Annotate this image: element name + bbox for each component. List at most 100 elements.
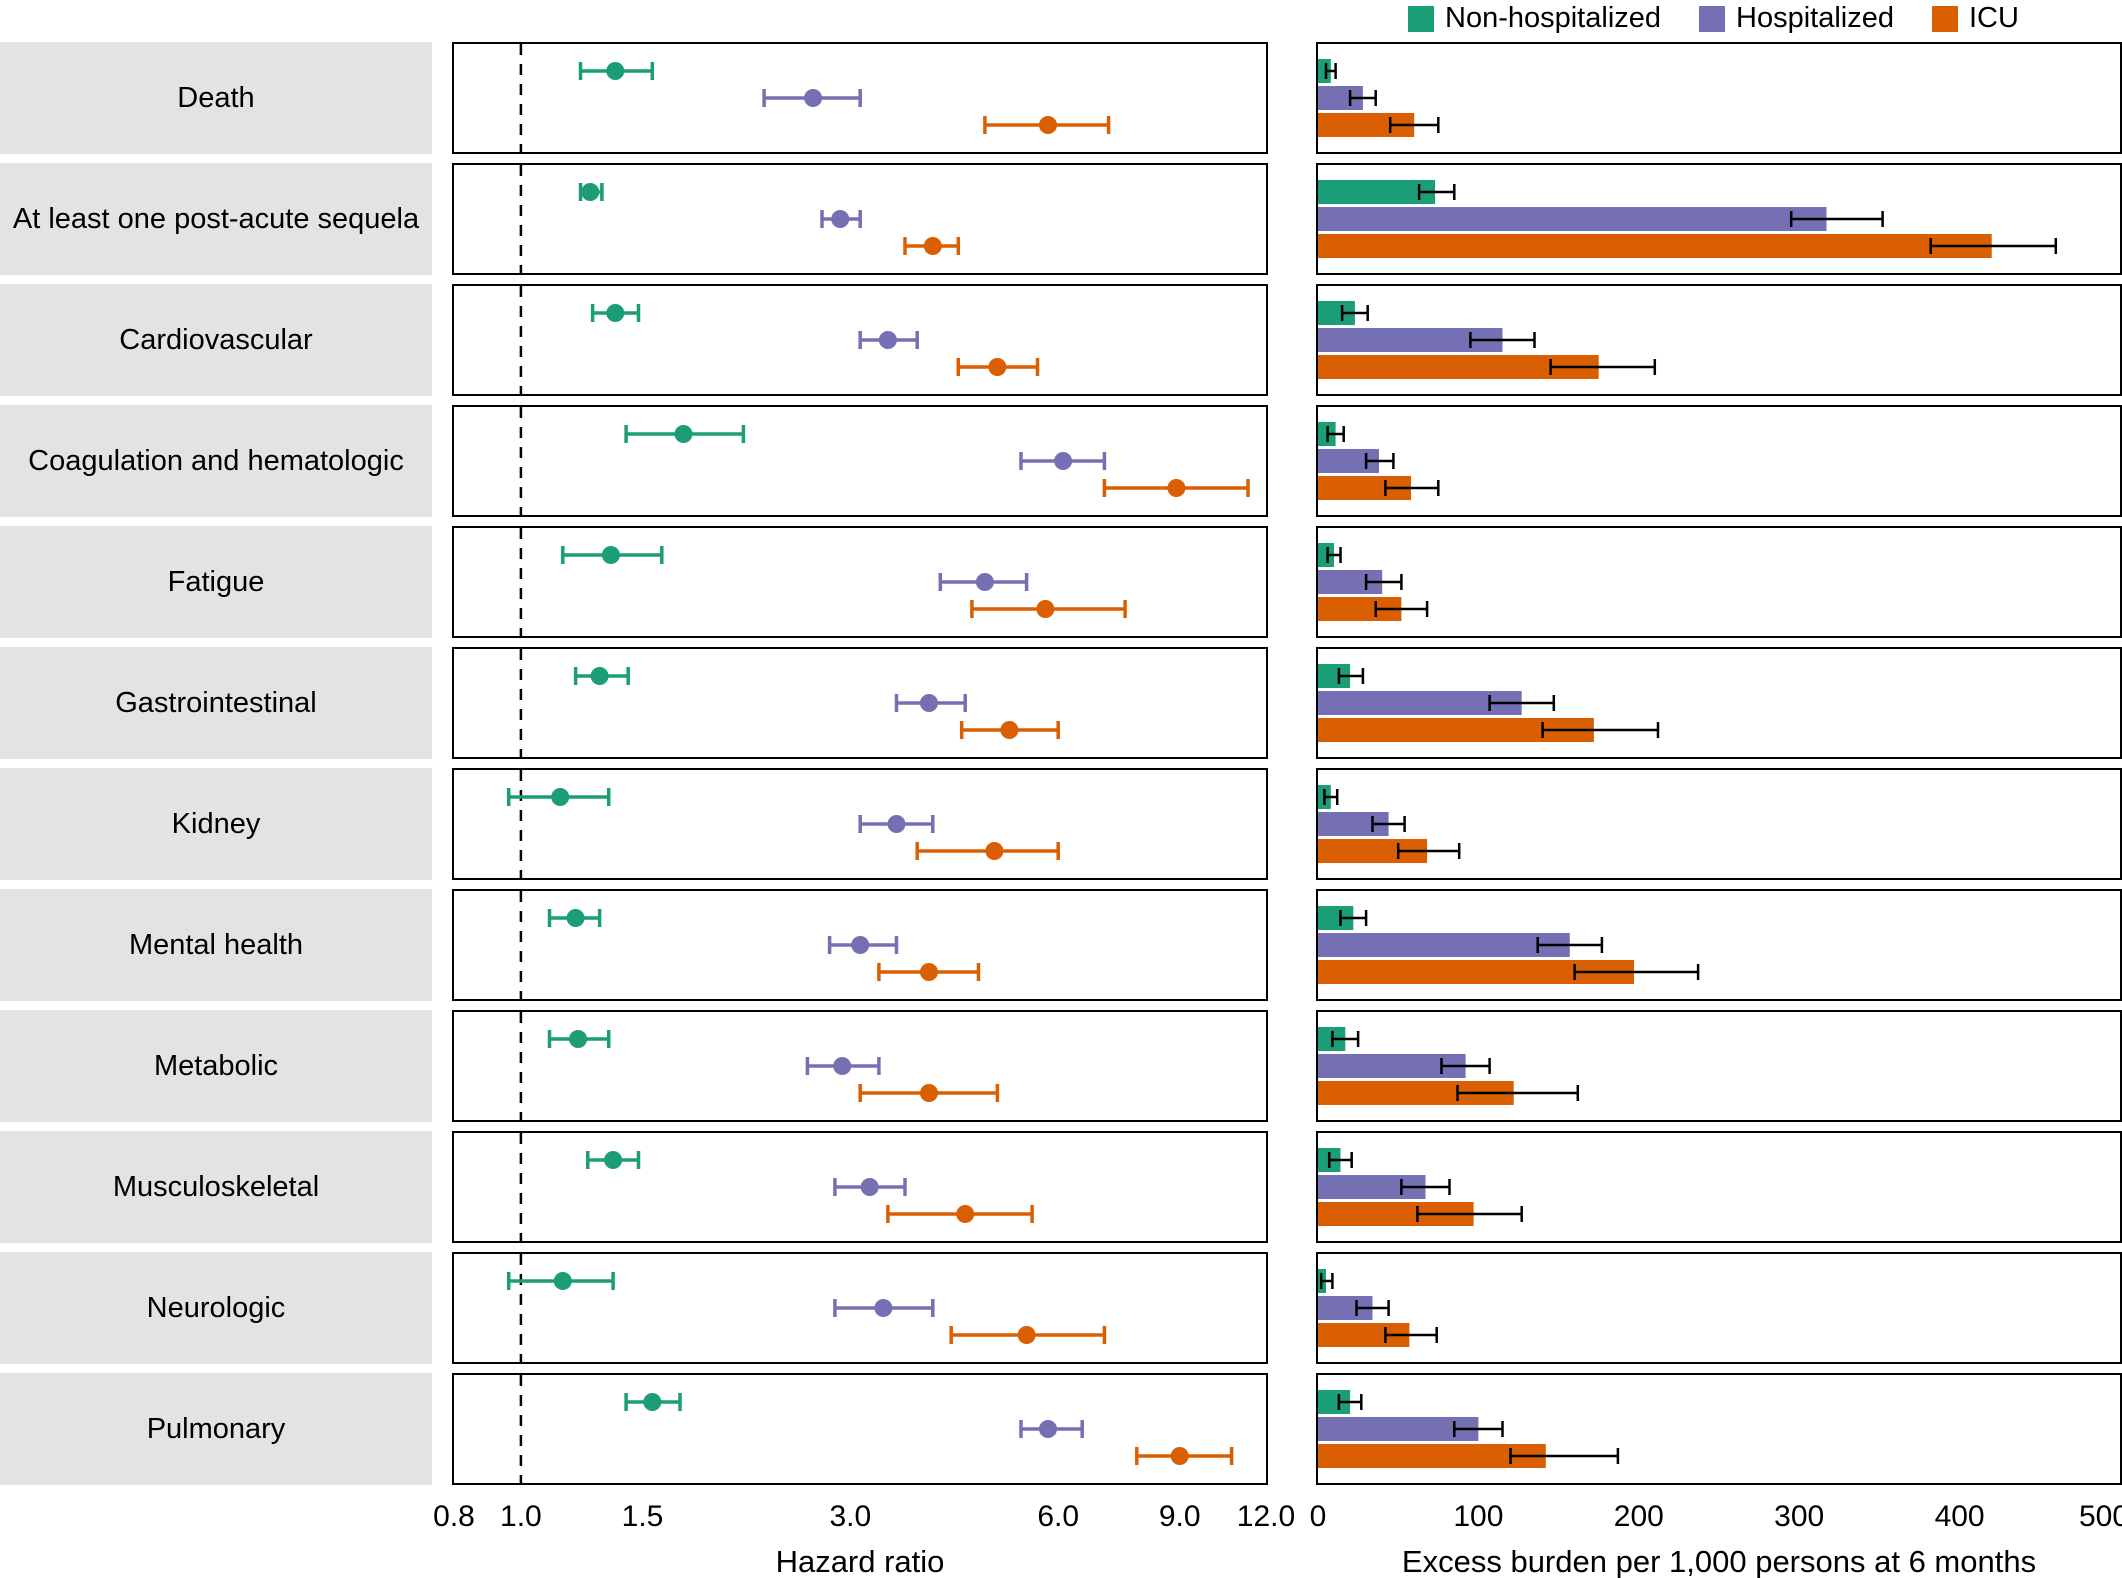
burden-bar-non_hospitalized [1318, 543, 1342, 567]
hazard-ratio-panel [452, 1010, 1268, 1122]
hr-estimate-icu [1135, 1447, 1234, 1465]
category-label: Coagulation and hematologic [0, 405, 432, 517]
hr-estimate-icu [886, 1205, 1034, 1223]
spacer [1268, 1252, 1316, 1364]
spacer [1268, 405, 1316, 517]
hr-estimate-non_hospitalized [573, 667, 630, 685]
hospitalized-swatch-icon [1699, 5, 1726, 32]
spacer [432, 42, 452, 154]
burden-bar-icu [1318, 960, 1700, 984]
category-row: Cardiovascular [0, 284, 2122, 396]
hr-estimate-icu [959, 721, 1060, 739]
burden-bar-non_hospitalized [1318, 422, 1345, 446]
category-row: Neurologic [0, 1252, 2122, 1364]
hr-estimate-hospitalized [762, 89, 862, 107]
hr-estimate-hospitalized [833, 1178, 907, 1196]
category-row: Metabolic [0, 1010, 2122, 1122]
axis-ticks-row: 0.8 1.0 1.5 3.0 6.0 9.0 12.0 0 100 200 300 400 500 [0, 1494, 2122, 1538]
burden-bar-icu [1318, 355, 1657, 379]
burden-bar-non_hospitalized [1318, 59, 1337, 83]
burden-panel [1316, 163, 2122, 275]
category-label: Death [0, 42, 432, 154]
category-row: Mental health [0, 889, 2122, 1001]
category-row: Musculoskeletal [0, 1131, 2122, 1243]
burden-tick-label: 200 [1613, 1500, 1664, 1533]
legend-item-icu: ICU [1932, 2, 2019, 35]
burden-bar-icu [1318, 597, 1429, 621]
category-label: Neurologic [0, 1252, 432, 1364]
hr-estimate-non_hospitalized [561, 546, 664, 564]
category-label: At least one post-acute sequela [0, 163, 432, 275]
hr-estimate-icu [1102, 479, 1250, 497]
spacer [1268, 163, 1316, 275]
burden-bar-non_hospitalized [1318, 1148, 1353, 1172]
burden-panel [1316, 647, 2122, 759]
category-label: Fatigue [0, 526, 432, 638]
hazard-ratio-panel [452, 284, 1268, 396]
hr-estimate-non_hospitalized [590, 304, 641, 322]
hr-tick-label: 3.0 [829, 1500, 872, 1533]
hazard-ratio-panel [452, 647, 1268, 759]
hazard-ratio-panel [452, 768, 1268, 880]
hr-estimate-non_hospitalized [506, 788, 611, 806]
burden-bar-hospitalized [1318, 1175, 1451, 1199]
burden-bar-hospitalized [1318, 570, 1403, 594]
spacer [1268, 647, 1316, 759]
category-row: Fatigue [0, 526, 2122, 638]
burden-bar-icu [1318, 476, 1440, 500]
hr-estimate-non_hospitalized [578, 183, 604, 201]
burden-bar-hospitalized [1318, 1054, 1491, 1078]
burden-panel [1316, 284, 2122, 396]
burden-bar-icu [1318, 113, 1440, 137]
burden-bar-hospitalized [1318, 1417, 1504, 1441]
burden-bar-icu [1318, 234, 2058, 258]
burden-bar-hospitalized [1318, 449, 1395, 473]
hr-tick-label: 1.0 [500, 1500, 542, 1533]
hr-estimate-hospitalized [1019, 1420, 1084, 1438]
burden-tick-label: 0 [1309, 1500, 1327, 1533]
burden-axis-title: Excess burden per 1,000 persons at 6 mon… [1401, 1544, 2037, 1578]
category-row: Death [0, 42, 2122, 154]
hr-estimate-non_hospitalized [547, 909, 602, 927]
spacer [1268, 1131, 1316, 1243]
hr-tick-label: 1.5 [621, 1500, 664, 1533]
burden-panel [1316, 526, 2122, 638]
hr-tick-label: 9.0 [1158, 1500, 1201, 1533]
hr-estimate-hospitalized [805, 1057, 881, 1075]
legend-item-non-hospitalized: Non-hospitalized [1408, 2, 1661, 35]
spacer [432, 1252, 452, 1364]
hr-tick-label: 12.0 [1236, 1500, 1296, 1533]
burden-panel [1316, 1373, 2122, 1485]
spacer [432, 1131, 452, 1243]
hr-estimate-icu [956, 358, 1040, 376]
category-row: At least one post-acute sequela [0, 163, 2122, 275]
hr-estimate-non_hospitalized [624, 1393, 682, 1411]
burden-bar-icu [1318, 1444, 1620, 1468]
burden-axis-ticks: 0 100 200 300 400 500 [1310, 1494, 2122, 1538]
hazard-ratio-panel [452, 526, 1268, 638]
hazard-ratio-panel [452, 42, 1268, 154]
hr-estimate-non_hospitalized [506, 1272, 615, 1290]
spacer [1268, 526, 1316, 638]
spacer [1268, 284, 1316, 396]
hr-estimate-icu [858, 1084, 1000, 1102]
legend-label: Non-hospitalized [1445, 2, 1662, 34]
burden-bar-icu [1318, 1202, 1523, 1226]
spacer [432, 1373, 452, 1485]
burden-bar-hospitalized [1318, 86, 1377, 110]
burden-tick-label: 400 [1934, 1500, 1985, 1533]
legend: Non-hospitalized Hospitalized ICU [1408, 2, 2019, 35]
chart-rows: Death At least one post-acute sequela Card… [0, 42, 2122, 1578]
hr-estimate-hospitalized [827, 936, 899, 954]
burden-bar-non_hospitalized [1318, 1269, 1334, 1293]
burden-bar-non_hospitalized [1318, 1027, 1360, 1051]
burden-tick-label: 100 [1453, 1500, 1504, 1533]
hr-estimate-icu [949, 1326, 1107, 1344]
burden-bar-icu [1318, 839, 1461, 863]
category-row: Coagulation and hematologic [0, 405, 2122, 517]
burden-panel [1316, 42, 2122, 154]
axis-titles-row: Hazard ratio Excess burden per 1,000 pers… [0, 1538, 2122, 1578]
spacer [1268, 889, 1316, 1001]
burden-panel [1316, 1010, 2122, 1122]
spacer [1268, 42, 1316, 154]
